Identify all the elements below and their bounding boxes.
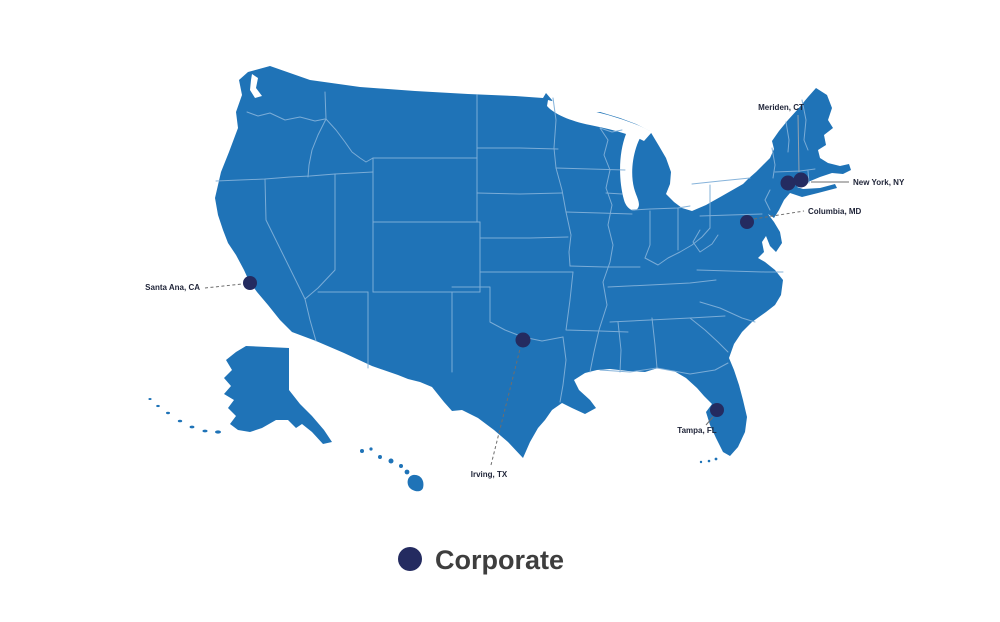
hawaii-islands xyxy=(360,447,424,492)
marker-tampa: Tampa, FL xyxy=(677,403,724,435)
leader-line xyxy=(705,416,714,426)
marker-label: Meriden, CT xyxy=(758,103,804,112)
marker-meriden: Meriden, CT xyxy=(758,103,809,188)
puget-sound xyxy=(250,74,262,98)
florida-keys xyxy=(699,457,718,464)
leader-line xyxy=(490,348,521,466)
marker-dot[interactable] xyxy=(710,403,724,417)
alaska xyxy=(224,346,332,444)
legend-dot-icon xyxy=(398,547,422,571)
leader-line xyxy=(204,283,243,289)
marker-label: Tampa, FL xyxy=(677,426,717,435)
marker-irving: Irving, TX xyxy=(471,332,531,479)
marker-label: Columbia, MD xyxy=(808,207,862,216)
legend-label: Corporate xyxy=(435,545,564,575)
marker-columbia: Columbia, MD xyxy=(740,207,862,229)
marker-dot[interactable] xyxy=(793,172,809,188)
marker-santa-ana: Santa Ana, CA xyxy=(145,276,257,292)
marker-new-york: New York, NY xyxy=(780,175,905,191)
marker-dot[interactable] xyxy=(780,175,796,191)
marker-label: New York, NY xyxy=(853,178,905,187)
marker-label: Irving, TX xyxy=(471,470,508,479)
leader-line xyxy=(797,114,800,173)
lake-michigan xyxy=(620,132,640,211)
marker-label: Santa Ana, CA xyxy=(145,283,200,292)
land xyxy=(148,66,851,492)
us-mainland xyxy=(215,66,851,458)
marker-dot[interactable] xyxy=(515,332,531,348)
marker-dot[interactable] xyxy=(740,215,754,229)
marker-dot[interactable] xyxy=(243,276,257,290)
great-lakes xyxy=(250,74,652,211)
aleutian-islands xyxy=(148,398,221,434)
legend: Corporate xyxy=(398,545,564,575)
state-borders xyxy=(215,91,816,403)
location-markers: Santa Ana, CA Irving, TX Tampa, FL Colum… xyxy=(145,103,905,479)
leader-line xyxy=(753,210,805,220)
lake-superior xyxy=(547,100,652,141)
